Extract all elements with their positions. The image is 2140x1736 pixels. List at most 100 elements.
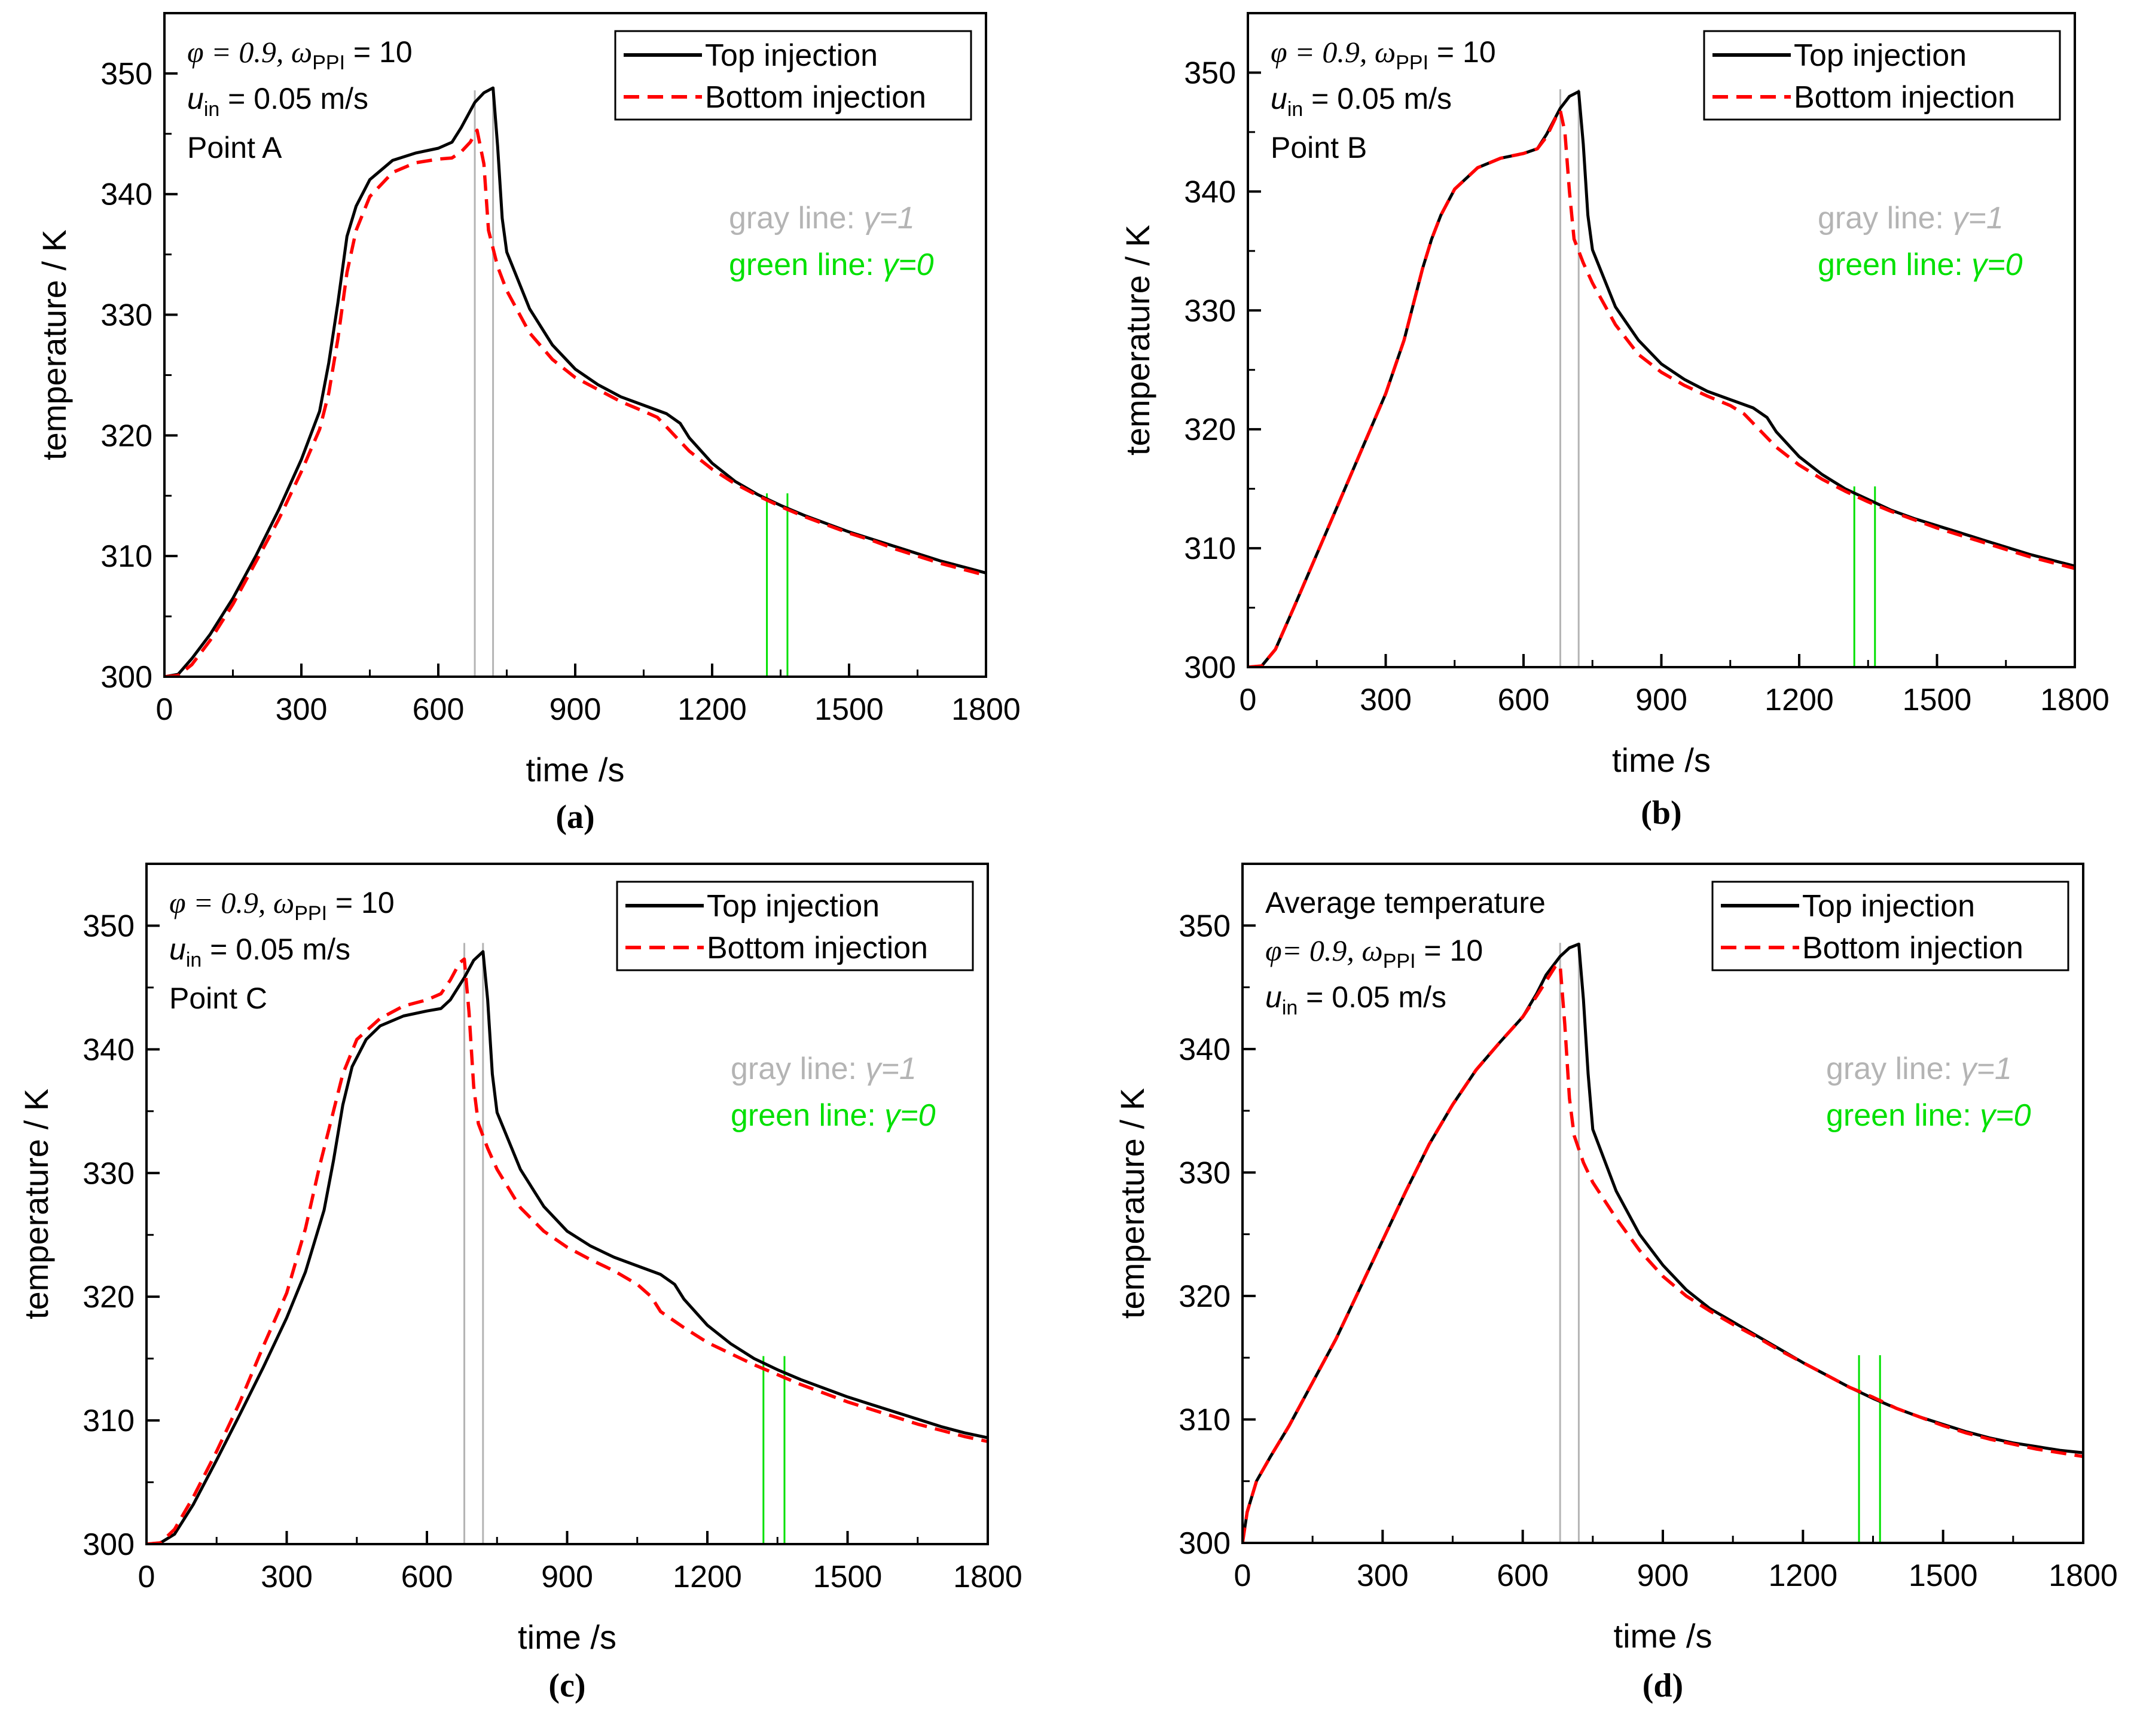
series-line-top-injection — [1248, 90, 2075, 667]
legend-box — [1703, 30, 2061, 121]
x-tick-label: 300 — [276, 692, 328, 727]
y-tick-label: 300 — [100, 660, 152, 695]
y-tick-label: 350 — [100, 57, 152, 91]
legend: Top injection Bottom injection — [1711, 881, 2069, 971]
u-subscript: in — [204, 98, 219, 121]
panel-a: 0 300 600 900 1200 1500 1800300310320330340350… — [35, 12, 1021, 836]
u-value: = 0.05 m/s — [1303, 82, 1452, 115]
gray-line-gamma: γ=1 — [1952, 201, 2003, 236]
legend-label-top: Top injection — [707, 889, 880, 924]
gray-line-caption: gray line: γ=1 — [1818, 201, 2004, 236]
y-axis-title: temperature / K — [1113, 1088, 1151, 1319]
annotation-inlet-velocity: uin = 0.05 m/s — [1265, 980, 1446, 1019]
annotation-phi-omega: φ = 0.9, ωPPI = 10 — [169, 886, 395, 925]
annotation-inlet-velocity: uin = 0.05 m/s — [187, 82, 368, 121]
x-tick-label: 0 — [156, 692, 173, 727]
gray-line-label: gray line: — [1818, 201, 1952, 236]
omega-value: = 10 — [1416, 934, 1483, 967]
green-line-label: green line: — [729, 247, 883, 282]
phi-text: φ= 0.9, — [1265, 934, 1361, 967]
phi-text: φ = 0.9, — [169, 886, 273, 919]
y-tick-label: 320 — [1184, 412, 1236, 447]
x-tick-label: 900 — [541, 1560, 593, 1594]
u-subscript: in — [1287, 98, 1303, 121]
x-tick-label: 1200 — [1768, 1558, 1837, 1593]
u-subscript: in — [186, 949, 202, 971]
legend-box — [616, 881, 974, 971]
u-symbol: u — [187, 82, 204, 115]
gray-line-caption: gray line: γ=1 — [1826, 1052, 2012, 1086]
green-line-label: green line: — [1826, 1098, 1980, 1133]
x-axis-title: time /s — [518, 1618, 616, 1656]
annotation-point-label: Point A — [187, 131, 282, 164]
x-tick-label: 600 — [1497, 1558, 1549, 1593]
y-tick-label: 320 — [100, 418, 152, 453]
legend-label-top: Top injection — [705, 38, 878, 73]
omega-value: = 10 — [345, 35, 413, 69]
panel-caption: (a) — [555, 799, 594, 836]
annotation-phi-omega: φ = 0.9, ωPPI = 10 — [1271, 35, 1496, 74]
y-tick-label: 300 — [1179, 1526, 1231, 1561]
gray-line-gamma: γ=1 — [865, 1052, 916, 1086]
y-tick-label: 310 — [1184, 531, 1236, 566]
y-tick-label: 340 — [1179, 1032, 1231, 1067]
omega-symbol: ω — [273, 886, 294, 919]
series-line-top-injection — [1243, 942, 2083, 1543]
green-line-label: green line: — [731, 1098, 884, 1133]
x-tick-label: 1500 — [814, 692, 884, 727]
y-axis-title: temperature / K — [17, 1089, 55, 1319]
series-line-bottom-injection — [1248, 109, 2075, 667]
x-axis-title: time /s — [1612, 741, 1711, 779]
panel-caption: (c) — [548, 1667, 585, 1704]
y-tick-label: 350 — [1184, 56, 1236, 90]
green-line-caption: green line: γ=0 — [1826, 1098, 2031, 1133]
gray-line-caption: gray line: γ=1 — [729, 201, 915, 236]
y-tick-label: 340 — [100, 178, 152, 212]
annotation-point-label: Point C — [169, 982, 267, 1015]
series-line-bottom-injection — [1243, 963, 2083, 1543]
green-line-gamma: γ=0 — [1980, 1098, 2031, 1133]
u-value: = 0.05 m/s — [219, 82, 368, 115]
legend-label-bottom: Bottom injection — [705, 80, 926, 115]
y-tick-label: 300 — [83, 1527, 135, 1562]
x-tick-label: 1500 — [1903, 683, 1972, 717]
legend: Top injection Bottom injection — [1703, 30, 2061, 121]
gray-line-label: gray line: — [1826, 1052, 1961, 1086]
y-tick-label: 340 — [1184, 175, 1236, 209]
green-line-gamma: γ=0 — [1971, 247, 2022, 282]
x-tick-label: 0 — [1234, 1558, 1251, 1593]
y-tick-label: 350 — [83, 909, 135, 943]
y-tick-label: 310 — [1179, 1402, 1231, 1437]
y-tick-label: 310 — [83, 1404, 135, 1438]
annotation-inlet-velocity: uin = 0.05 m/s — [169, 933, 350, 971]
x-tick-label: 600 — [413, 692, 465, 727]
gray-line-gamma: γ=1 — [1961, 1052, 2011, 1086]
series-line-bottom-injection — [164, 129, 986, 677]
x-tick-label: 900 — [549, 692, 602, 727]
x-tick-label: 1800 — [2049, 1558, 2118, 1593]
series-line-top-injection — [164, 86, 986, 677]
y-tick-label: 300 — [1184, 650, 1236, 685]
u-value: = 0.05 m/s — [202, 933, 350, 966]
phi-text: φ = 0.9, — [1271, 35, 1375, 69]
series-line-bottom-injection — [146, 957, 988, 1544]
y-tick-label: 330 — [1184, 294, 1236, 328]
legend-label-top: Top injection — [1802, 889, 1975, 924]
x-axis-title: time /s — [1614, 1617, 1712, 1655]
x-tick-label: 1200 — [677, 692, 747, 727]
legend-box — [614, 30, 972, 121]
x-tick-label: 300 — [1357, 1558, 1409, 1593]
green-line-caption: green line: γ=0 — [731, 1098, 936, 1133]
legend-label-bottom: Bottom injection — [707, 931, 928, 965]
x-tick-label: 1200 — [1764, 683, 1834, 717]
green-line-caption: green line: γ=0 — [1818, 247, 2023, 282]
ppi-subscript: PPI — [312, 51, 345, 74]
legend-label-top: Top injection — [1794, 38, 1967, 73]
u-value: = 0.05 m/s — [1298, 980, 1446, 1014]
annotation-title: Average temperature — [1265, 886, 1546, 919]
panel-b: 0 300 600 900 1200 1500 1800300310320330340350… — [1119, 12, 2110, 832]
annotation-phi-omega: φ= 0.9, ωPPI = 10 — [1265, 934, 1483, 973]
series-group — [146, 950, 988, 1544]
y-axis-title: temperature / K — [35, 230, 73, 460]
